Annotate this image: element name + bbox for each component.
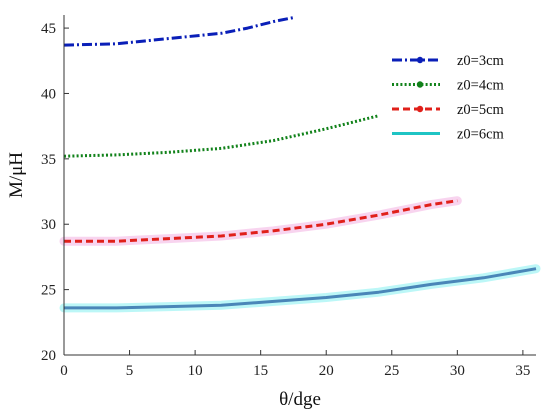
legend-label: z0=3cm (457, 53, 505, 69)
y-tick-label: 25 (41, 283, 56, 299)
y-tick-label: 20 (41, 348, 56, 364)
legend-box (387, 44, 537, 156)
legend-label: z0=5cm (457, 102, 505, 118)
x-tick-label: 30 (450, 363, 465, 379)
x-tick-label: 20 (319, 363, 334, 379)
x-tick-label: 15 (253, 363, 268, 379)
legend-label: z0=4cm (457, 78, 505, 94)
x-ticks: 0 5 10 15 20 25 30 35 (60, 350, 530, 379)
y-tick-label: 30 (41, 217, 56, 233)
y-axis-title: M/μH (6, 152, 27, 198)
x-tick-label: 5 (126, 363, 134, 379)
legend-label: z0=6cm (457, 127, 505, 143)
legend-marker (416, 105, 424, 113)
curve-highlight-bands (59, 196, 541, 313)
data-series (63, 16, 537, 310)
legend: z0=3cm z0=4cm z0=5cm z0=6cm (387, 44, 537, 156)
y-tick-label: 40 (41, 86, 56, 102)
y-ticks: 20 25 30 35 40 45 (41, 21, 69, 364)
x-tick-label: 35 (515, 363, 530, 379)
x-tick-label: 25 (384, 363, 399, 379)
x-tick-label: 10 (188, 363, 203, 379)
series-line-z0-5cm (64, 199, 458, 243)
y-tick-label: 35 (41, 152, 56, 168)
series-band-z0-5cm (59, 196, 462, 246)
legend-marker (416, 56, 424, 64)
y-tick-label: 45 (41, 21, 56, 37)
series-line-z0-6cm (64, 267, 537, 310)
x-axis-title: θ/dge (279, 389, 321, 410)
series-line-z0-4cm (63, 114, 380, 158)
series-line-z0-3cm (63, 16, 294, 47)
legend-marker (416, 81, 424, 88)
x-tick-label: 0 (60, 363, 68, 379)
series-band-z0-6cm (59, 264, 541, 313)
